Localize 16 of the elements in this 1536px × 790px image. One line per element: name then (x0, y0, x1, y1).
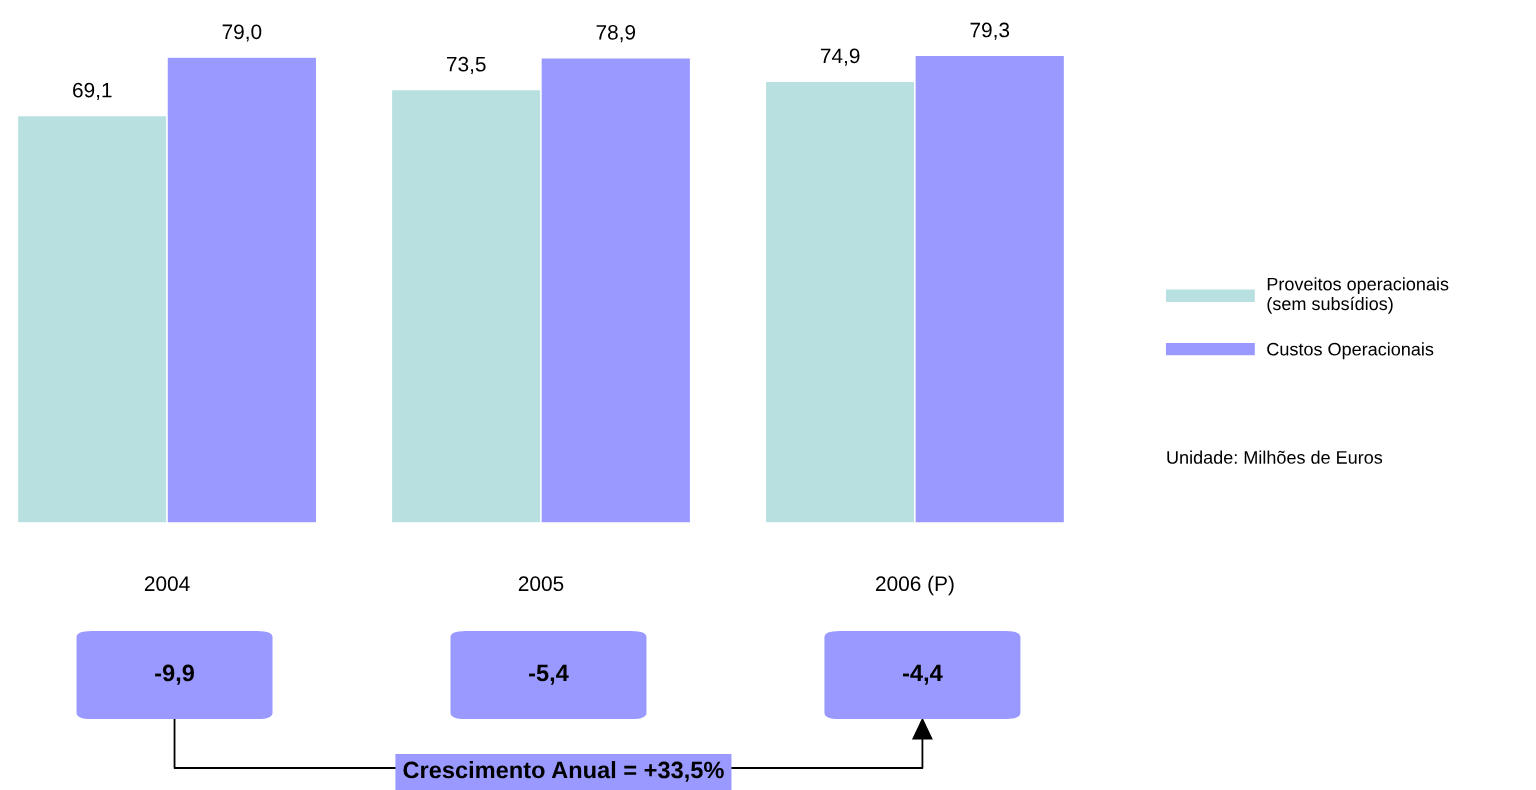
text: Crescimento Anual = +33,5% (403, 760, 724, 782)
data-label: 74,9 (820, 48, 860, 66)
data-label: 78,9 (596, 24, 636, 43)
text: -4,4 (903, 664, 943, 685)
legend-label: Proveitos operacionais (sem subsídios) (1267, 277, 1449, 314)
x-tick-label: 2006 (P) (876, 575, 954, 596)
data-label: 73,5 (447, 56, 486, 75)
data-label: 79,3 (970, 22, 1010, 40)
text: Unidade: Milhões de Euros (1167, 450, 1383, 464)
text: -5,4 (529, 664, 569, 685)
text: -9,9 (155, 664, 194, 685)
data-label: 69,1 (73, 82, 112, 100)
data-label: 79,0 (222, 24, 262, 42)
legend-label: Custos Operacionais (1267, 342, 1434, 360)
x-tick-label: 2004 (144, 576, 190, 592)
x-tick-label: 2005 (518, 576, 564, 592)
